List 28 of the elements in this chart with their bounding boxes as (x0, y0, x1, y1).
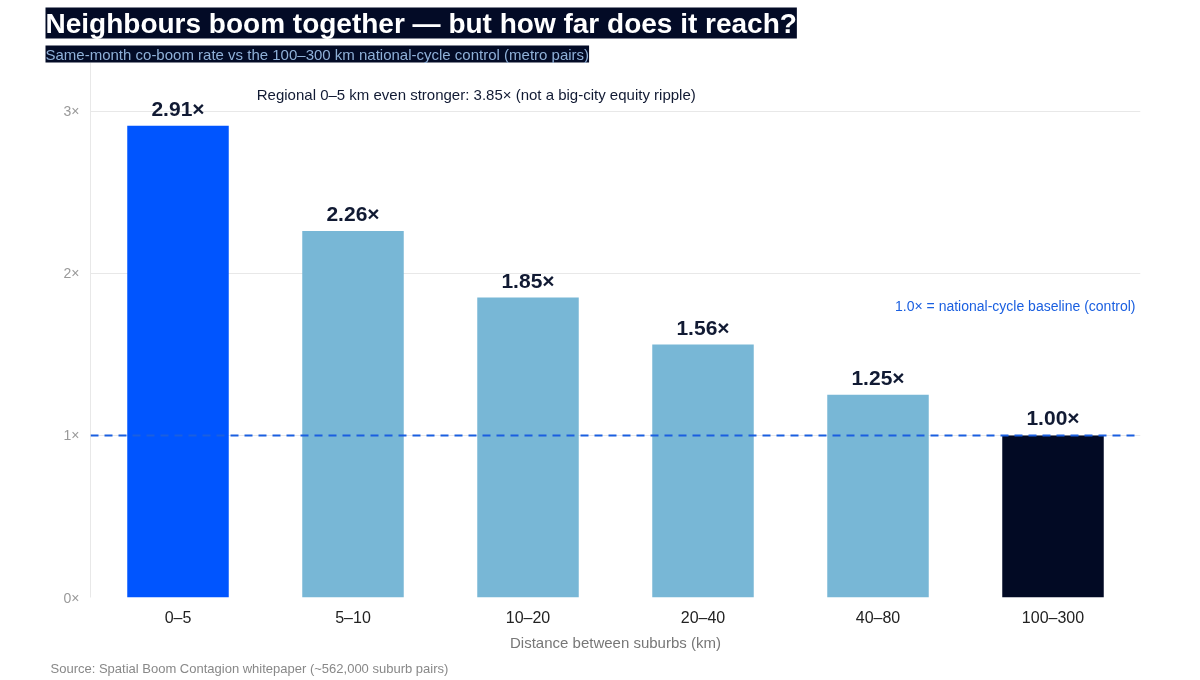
chart-subtitle: Same-month co-boom rate vs the 100–300 km national-cycle control (metro pairs) (45, 45, 590, 63)
bar (1002, 435, 1104, 598)
y-tick-label: 1× (63, 427, 80, 444)
bar (477, 297, 579, 598)
x-tick-label: 0–5 (164, 608, 192, 626)
data-label: 1.25× (851, 365, 905, 389)
y-tick-label: 0× (63, 589, 80, 606)
data-label: 1.85× (501, 268, 555, 292)
x-axis-title: Distance between suburbs (km) (510, 633, 721, 651)
chart-title: Neighbours boom together — but how far does it reach? (45, 7, 797, 39)
x-tick-label: 100–300 (1021, 608, 1085, 626)
bar (652, 344, 754, 598)
x-tick-label: 5–10 (335, 608, 371, 626)
y-tick-label: 2× (63, 265, 80, 282)
bar (827, 394, 929, 598)
annotation: Regional 0–5 km even stronger: 3.85× (not a big-city equity ripple) (256, 86, 696, 104)
ref-line-label: 1.0× = national-cycle baseline (control) (895, 297, 1136, 314)
bar (302, 231, 404, 598)
data-label: 2.91× (151, 96, 205, 120)
y-tick-label: 3× (63, 103, 80, 120)
source-note: Source: Spatial Boom Contagion whitepaper (~562,000 suburb pairs) (50, 660, 449, 676)
x-tick-label: 40–80 (855, 608, 901, 626)
data-label: 1.56× (676, 315, 730, 339)
data-label: 2.26× (326, 202, 380, 226)
data-label: 1.00× (1026, 406, 1080, 430)
bar (127, 125, 229, 598)
x-tick-label: 20–40 (680, 608, 726, 626)
x-tick-label: 10–20 (505, 608, 551, 626)
